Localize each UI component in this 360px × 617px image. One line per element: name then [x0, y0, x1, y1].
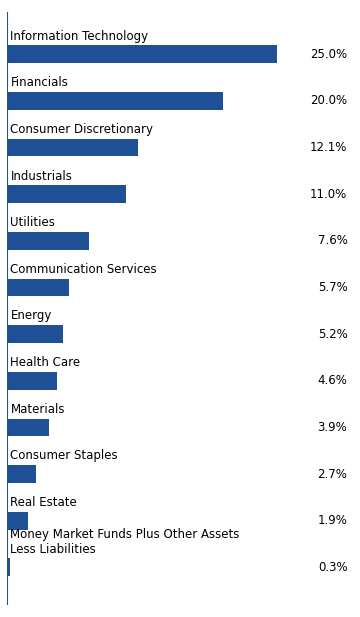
Text: Industrials: Industrials	[10, 170, 72, 183]
Bar	[7, 139, 138, 157]
Bar	[7, 232, 89, 250]
Text: 1.9%: 1.9%	[318, 514, 347, 527]
Bar	[7, 558, 10, 576]
Text: 11.0%: 11.0%	[310, 188, 347, 201]
Text: 0.3%: 0.3%	[318, 561, 347, 574]
Bar	[7, 92, 223, 110]
Bar	[7, 418, 49, 436]
Text: 5.2%: 5.2%	[318, 328, 347, 341]
Text: Consumer Discretionary: Consumer Discretionary	[10, 123, 153, 136]
Text: 12.1%: 12.1%	[310, 141, 347, 154]
Text: 2.7%: 2.7%	[318, 468, 347, 481]
Text: 4.6%: 4.6%	[318, 375, 347, 387]
Text: Energy: Energy	[10, 310, 52, 323]
Text: Consumer Staples: Consumer Staples	[10, 449, 118, 462]
Bar	[7, 325, 63, 343]
Text: Information Technology: Information Technology	[10, 30, 149, 43]
Text: Utilities: Utilities	[10, 216, 55, 229]
Text: 5.7%: 5.7%	[318, 281, 347, 294]
Text: Health Care: Health Care	[10, 356, 81, 369]
Text: Financials: Financials	[10, 77, 68, 89]
Text: 20.0%: 20.0%	[310, 94, 347, 107]
Bar	[7, 512, 28, 529]
Bar	[7, 279, 69, 296]
Text: Communication Services: Communication Services	[10, 263, 157, 276]
Text: Money Market Funds Plus Other Assets
Less Liabilities: Money Market Funds Plus Other Assets Les…	[10, 528, 240, 556]
Text: Real Estate: Real Estate	[10, 496, 77, 509]
Bar	[7, 46, 277, 63]
Bar	[7, 372, 57, 390]
Text: 25.0%: 25.0%	[310, 48, 347, 61]
Bar	[7, 465, 36, 483]
Text: 3.9%: 3.9%	[318, 421, 347, 434]
Text: 7.6%: 7.6%	[318, 234, 347, 247]
Bar	[7, 185, 126, 203]
Text: Materials: Materials	[10, 403, 65, 416]
